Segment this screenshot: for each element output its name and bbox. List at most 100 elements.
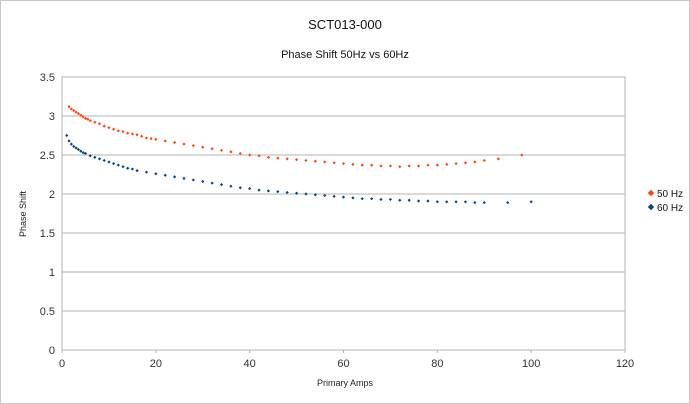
data-point-50hz	[426, 163, 430, 167]
data-point-50hz	[130, 132, 134, 136]
y-tick-label: 0	[49, 345, 55, 357]
x-tick-label: 0	[59, 358, 65, 370]
data-point-60hz	[463, 200, 468, 204]
data-point-60hz	[69, 142, 73, 146]
data-point-50hz	[323, 160, 327, 164]
data-point-60hz	[112, 161, 116, 166]
data-point-60hz	[529, 200, 533, 204]
data-point-60hz	[313, 193, 317, 197]
data-point-50hz	[144, 136, 149, 140]
data-point-50hz	[496, 157, 500, 161]
data-point-50hz	[121, 130, 125, 134]
data-point-60hz	[351, 196, 355, 200]
data-point-60hz	[435, 200, 439, 204]
legend-label: 50 Hz	[657, 189, 683, 200]
y-tick-label: 0.5	[40, 306, 55, 318]
data-point-50hz	[67, 105, 71, 109]
data-point-50hz	[248, 153, 252, 157]
data-point-50hz	[93, 120, 97, 124]
data-point-60hz	[72, 144, 76, 149]
data-point-50hz	[266, 155, 271, 159]
data-point-50hz	[163, 139, 167, 143]
data-point-50hz	[370, 163, 374, 167]
data-point-60hz	[506, 200, 510, 205]
legend-marker	[647, 203, 655, 211]
data-point-50hz	[86, 117, 90, 121]
data-point-50hz	[69, 107, 73, 111]
data-point-50hz	[398, 165, 402, 169]
data-point-60hz	[454, 200, 458, 204]
data-point-50hz	[341, 161, 346, 166]
data-point-50hz	[154, 137, 158, 141]
data-point-60hz	[130, 167, 134, 171]
data-point-60hz	[248, 186, 252, 191]
data-point-60hz	[126, 166, 130, 170]
data-point-60hz	[370, 197, 374, 201]
x-tick-label: 100	[522, 358, 540, 370]
data-point-60hz	[173, 175, 177, 179]
data-point-50hz	[229, 150, 233, 154]
data-point-60hz	[182, 176, 186, 180]
y-tick-label: 1	[49, 267, 55, 279]
data-point-50hz	[76, 112, 81, 116]
data-point-50hz	[294, 158, 299, 162]
x-tick-label: 120	[616, 358, 634, 370]
chart-subtitle: Phase Shift 50Hz vs 60Hz	[281, 49, 409, 61]
data-point-50hz	[219, 148, 224, 152]
data-point-60hz	[304, 192, 308, 196]
data-point-50hz	[238, 151, 242, 156]
data-point-50hz	[313, 159, 317, 163]
data-point-60hz	[163, 173, 167, 177]
data-point-60hz	[285, 190, 289, 195]
y-axis-title: Phase Shift	[18, 190, 28, 237]
data-point-60hz	[201, 179, 205, 184]
y-tick-label: 2	[49, 189, 55, 201]
data-point-60hz	[398, 198, 402, 202]
data-point-60hz	[102, 158, 106, 163]
chart-title: SCT013-000	[308, 17, 382, 32]
data-point-50hz	[116, 129, 120, 133]
data-point-60hz	[121, 165, 125, 169]
data-point-50hz	[520, 153, 524, 157]
data-point-50hz	[257, 154, 261, 158]
data-point-60hz	[107, 160, 111, 164]
data-point-60hz	[76, 147, 81, 152]
data-point-50hz	[201, 145, 205, 149]
data-point-50hz	[304, 158, 308, 163]
y-tick-label: 1.5	[40, 228, 55, 240]
y-tick-label: 3.5	[40, 72, 55, 84]
data-point-60hz	[416, 199, 421, 203]
legend-label: 60 Hz	[657, 203, 683, 214]
data-point-50hz	[388, 164, 393, 168]
data-point-50hz	[79, 113, 83, 117]
data-point-60hz	[154, 172, 158, 176]
data-point-50hz	[210, 147, 214, 151]
data-point-60hz	[341, 195, 346, 199]
data-point-50hz	[463, 161, 468, 165]
data-point-50hz	[149, 137, 153, 141]
data-point-50hz	[182, 142, 186, 146]
data-point-50hz	[416, 164, 421, 168]
data-point-60hz	[266, 189, 271, 193]
data-point-50hz	[140, 134, 144, 138]
legend-marker	[647, 189, 655, 197]
data-point-60hz	[238, 186, 242, 190]
y-tick-labels: 0 0.5 1 1.5 2 2.5 3 3.5	[40, 72, 55, 357]
data-point-50hz	[126, 131, 130, 135]
data-point-50hz	[72, 108, 76, 113]
data-point-50hz	[332, 161, 336, 165]
data-point-60hz	[473, 200, 477, 205]
data-point-50hz	[112, 127, 116, 131]
data-point-50hz	[102, 124, 106, 128]
data-point-60hz	[360, 197, 364, 201]
data-point-50hz	[351, 162, 355, 166]
data-point-60hz	[74, 146, 78, 150]
data-point-60hz	[323, 193, 327, 198]
data-point-60hz	[67, 139, 71, 143]
data-point-60hz	[219, 183, 224, 187]
data-point-60hz	[276, 190, 280, 194]
data-point-60hz	[210, 181, 214, 185]
data-point-50hz	[445, 162, 449, 166]
